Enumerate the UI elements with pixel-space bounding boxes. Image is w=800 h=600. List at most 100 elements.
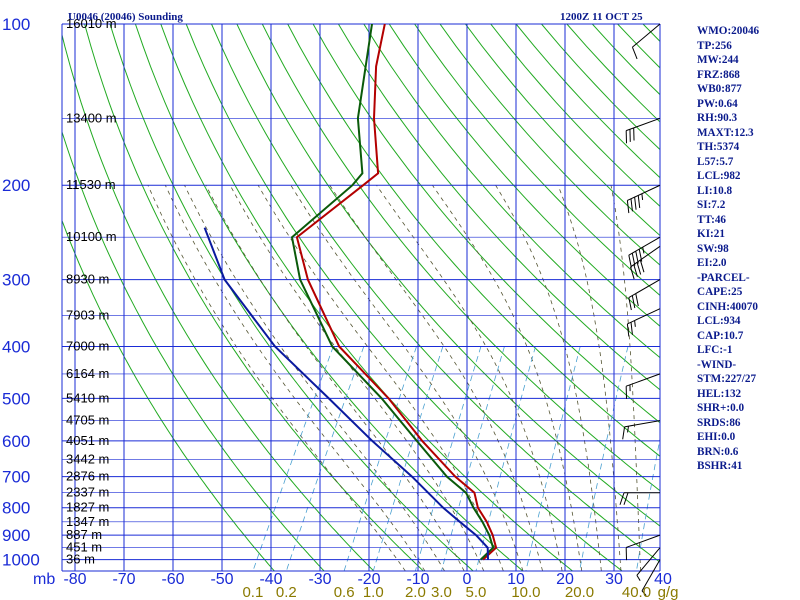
- barb-flag: [626, 200, 630, 214]
- moist-adiabat: [610, 185, 641, 571]
- barb-staff: [627, 308, 661, 325]
- pressure-unit-label: mb: [33, 571, 55, 588]
- height-label: 7903 m: [66, 307, 109, 322]
- wind-barb: [625, 117, 661, 144]
- index-item: TP:256: [697, 39, 732, 52]
- index-item: L57:5.7: [697, 155, 734, 168]
- index-item: WMO:20046: [697, 25, 760, 37]
- height-label: 1827 m: [66, 500, 109, 515]
- barb-staff: [626, 373, 661, 387]
- index-item: EHI:0.0: [697, 431, 736, 443]
- mixing-ratio-line: [525, 346, 581, 571]
- index-item: LI:10.8: [697, 184, 733, 197]
- barb-flag: [628, 255, 632, 268]
- sounding-time: 1200Z 11 OCT 25: [560, 11, 643, 23]
- index-item: -WIND-: [697, 358, 737, 371]
- temperature-tick-label: -10: [406, 571, 429, 588]
- barb-staff: [628, 279, 661, 299]
- dry-adiabat: [312, 24, 660, 424]
- height-label: 5410 m: [66, 390, 109, 405]
- pressure-tick-label: 800: [2, 499, 30, 518]
- wind-barb: [626, 184, 661, 214]
- barb-flag: [630, 198, 633, 212]
- mixing-ratio-label: 5.0: [466, 584, 487, 600]
- wind-barb: [626, 308, 661, 337]
- pressure-tick-label: 100: [2, 15, 30, 34]
- temperature-tick-label: 30: [605, 571, 623, 588]
- height-label: 4051 m: [66, 433, 109, 448]
- chart-title: U0046 (20046) Sounding: [68, 11, 183, 23]
- index-item: -PARCEL-: [697, 271, 750, 284]
- pressure-tick-label: 400: [2, 337, 30, 356]
- temperature-tick-label: 40: [654, 571, 672, 588]
- mixing-ratio-label: 40.0: [622, 584, 651, 600]
- wind-barb: [628, 279, 661, 311]
- barb-half-flag: [642, 247, 645, 254]
- barb-flag: [637, 195, 641, 209]
- moist-adiabat: [432, 184, 583, 571]
- parcel-trace: [203, 227, 489, 560]
- mixing-ratio-label: 0.1: [242, 584, 263, 600]
- index-item: FRZ:868: [697, 68, 740, 81]
- height-label: 11530 m: [66, 177, 116, 192]
- mixing-ratio-label: 0.6: [334, 584, 355, 600]
- barb-staff: [626, 117, 661, 132]
- mixing-ratio-label: 0.2: [276, 584, 297, 600]
- index-item: RH:90.3: [697, 112, 738, 124]
- mixing-ratio-line: [475, 346, 536, 571]
- height-label: 887 m: [66, 527, 102, 542]
- pressure-tick-label: 700: [2, 468, 30, 487]
- pressure-tick-label: 300: [2, 271, 30, 290]
- barb-staff: [641, 559, 661, 592]
- height-label: 6164 m: [66, 366, 109, 381]
- mixing-ratio-line: [285, 346, 365, 571]
- pressure-tick-label: 600: [2, 432, 30, 451]
- dry-adiabat: [211, 24, 660, 563]
- barb-staff: [624, 420, 661, 428]
- barb-flag: [630, 266, 635, 280]
- wind-barb: [622, 420, 661, 440]
- index-item: CINH:40070: [697, 300, 758, 313]
- index-item: MW:244: [697, 54, 739, 66]
- barb-staff: [626, 534, 661, 548]
- indices-panel: WMO:20046 TP:256 MW:244 FRZ:868 WB0:877 PW:0.…: [697, 24, 800, 474]
- wind-barb: [631, 23, 661, 60]
- barb-flag: [635, 293, 639, 307]
- temperature-trace: [295, 24, 498, 561]
- dry-adiabat: [62, 32, 375, 571]
- index-item: SI:7.2: [697, 199, 726, 211]
- barb-staff: [636, 547, 661, 576]
- index-item: HEL:132: [697, 387, 742, 400]
- sounding-traces: [203, 24, 498, 561]
- mixing-ratio-label: 20.0: [565, 584, 594, 600]
- index-item: LCL:934: [697, 315, 741, 327]
- index-item: LFC:-1: [697, 344, 733, 356]
- barb-flag: [626, 323, 630, 337]
- mixing-ratio-label: 3.0: [431, 584, 452, 600]
- wind-barb: [625, 534, 661, 561]
- mixing-ratio-line: [441, 346, 505, 571]
- wind-barbs: [619, 23, 661, 596]
- index-item: WB0:877: [697, 83, 742, 95]
- barb-half-flag: [636, 575, 641, 581]
- height-label: 7000 m: [66, 338, 109, 353]
- barb-staff: [630, 245, 661, 268]
- dry-adiabat: [414, 24, 660, 297]
- barb-flag: [636, 262, 642, 275]
- barb-half-flag: [641, 590, 647, 596]
- barb-flag: [633, 264, 638, 277]
- barb-flag: [631, 253, 636, 266]
- barb-flag: [630, 322, 633, 335]
- mixing-ratio-line: [372, 346, 444, 571]
- index-item: EI:2.0: [697, 257, 727, 269]
- height-label: 4705 m: [66, 413, 109, 428]
- moist-adiabat: [495, 184, 602, 571]
- dry-adiabat: [62, 130, 325, 571]
- wind-barb: [625, 373, 661, 399]
- mixing-ratio-line: [579, 346, 629, 571]
- pressure-tick-label: 500: [2, 389, 30, 408]
- temperature-tick-label: -30: [308, 571, 331, 588]
- barb-flag: [619, 492, 625, 505]
- barb-flag: [623, 492, 629, 505]
- temperature-tick-label: -80: [63, 571, 86, 588]
